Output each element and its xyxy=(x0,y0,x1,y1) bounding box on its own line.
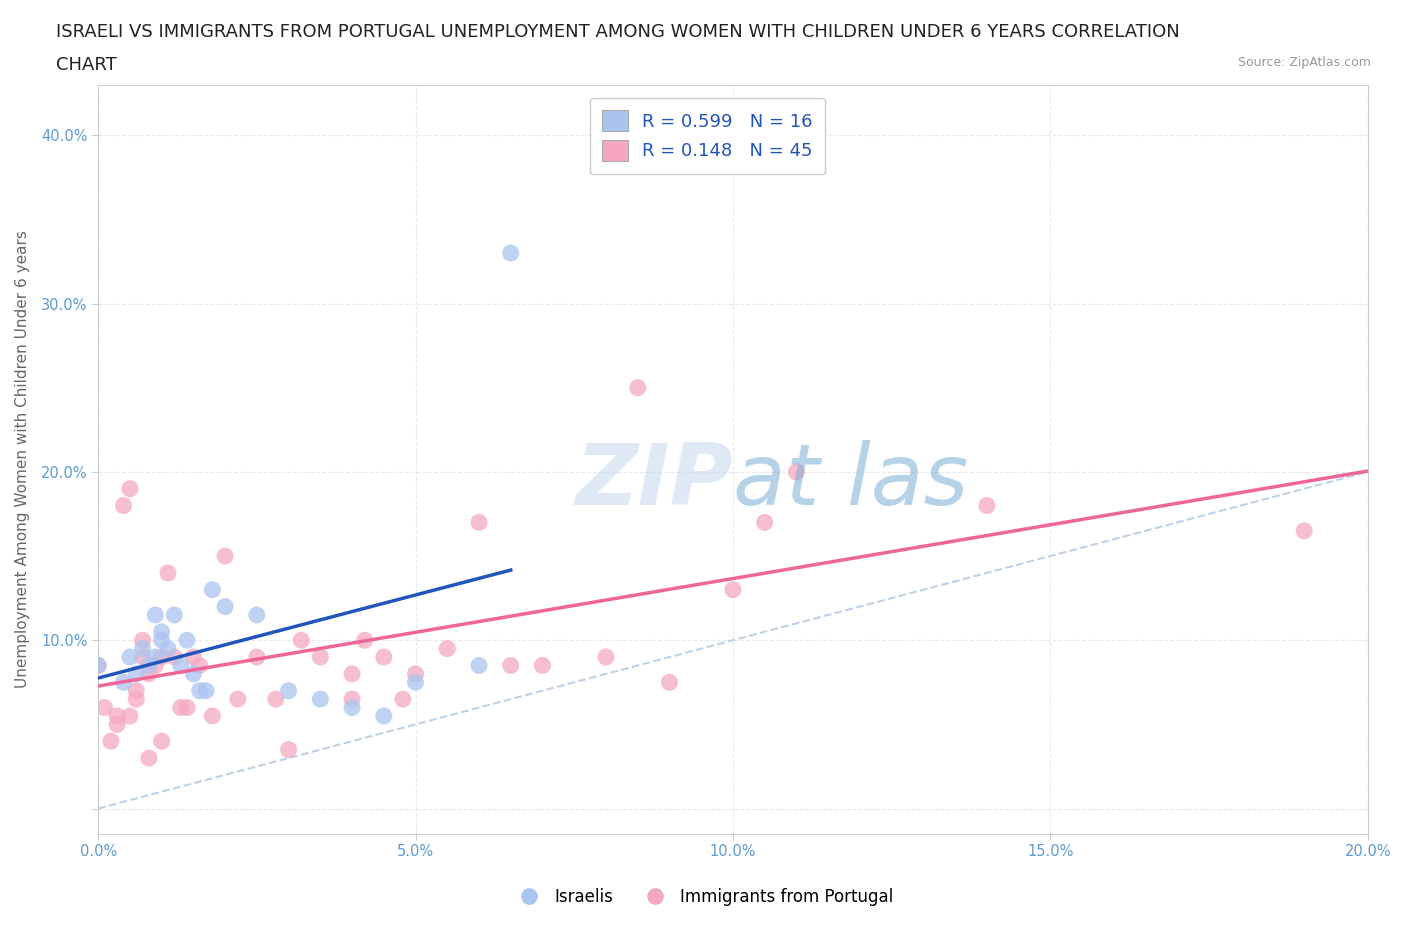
Point xyxy=(309,650,332,665)
Point xyxy=(373,709,395,724)
Point xyxy=(340,700,363,715)
Point xyxy=(340,667,363,682)
Point xyxy=(405,667,427,682)
Point xyxy=(754,515,776,530)
Point xyxy=(138,658,160,673)
Point xyxy=(112,675,135,690)
Point xyxy=(195,684,218,698)
Point xyxy=(353,632,375,647)
Point xyxy=(290,632,312,647)
Point xyxy=(105,709,128,724)
Point xyxy=(264,692,287,707)
Point xyxy=(226,692,249,707)
Point xyxy=(976,498,998,513)
Point xyxy=(658,675,681,690)
Point xyxy=(143,658,166,673)
Point xyxy=(163,607,186,622)
Point xyxy=(214,549,236,564)
Point xyxy=(188,684,211,698)
Text: ISRAELI VS IMMIGRANTS FROM PORTUGAL UNEMPLOYMENT AMONG WOMEN WITH CHILDREN UNDER: ISRAELI VS IMMIGRANTS FROM PORTUGAL UNEM… xyxy=(56,23,1180,41)
Point xyxy=(436,641,458,656)
Point xyxy=(499,658,522,673)
Text: at las: at las xyxy=(733,440,969,524)
Point xyxy=(201,709,224,724)
Point xyxy=(156,565,179,580)
Point xyxy=(201,582,224,597)
Point xyxy=(105,717,128,732)
Point xyxy=(392,692,415,707)
Point xyxy=(150,734,173,749)
Point xyxy=(143,650,166,665)
Point xyxy=(150,632,173,647)
Legend: R = 0.599   N = 16, R = 0.148   N = 45: R = 0.599 N = 16, R = 0.148 N = 45 xyxy=(589,98,825,174)
Point xyxy=(183,667,205,682)
Point xyxy=(499,246,522,260)
Point xyxy=(143,607,166,622)
Point xyxy=(309,692,332,707)
Point xyxy=(131,632,153,647)
Text: ZIP: ZIP xyxy=(575,440,733,524)
Point xyxy=(1294,524,1316,538)
Point xyxy=(627,380,650,395)
Point xyxy=(170,658,193,673)
Point xyxy=(188,658,211,673)
Text: Source: ZipAtlas.com: Source: ZipAtlas.com xyxy=(1237,56,1371,69)
Point xyxy=(468,515,491,530)
Point xyxy=(138,751,160,765)
Point xyxy=(87,658,110,673)
Point xyxy=(87,658,110,673)
Point xyxy=(138,667,160,682)
Point xyxy=(131,641,153,656)
Y-axis label: Unemployment Among Women with Children Under 6 years: Unemployment Among Women with Children U… xyxy=(15,231,30,688)
Point xyxy=(118,650,141,665)
Point xyxy=(340,692,363,707)
Point xyxy=(214,599,236,614)
Point xyxy=(176,700,198,715)
Point xyxy=(531,658,554,673)
Point xyxy=(125,667,148,682)
Point xyxy=(118,709,141,724)
Point xyxy=(150,624,173,639)
Point xyxy=(150,650,173,665)
Point xyxy=(373,650,395,665)
Point xyxy=(246,607,269,622)
Point xyxy=(131,650,153,665)
Point xyxy=(125,692,148,707)
Point xyxy=(112,498,135,513)
Point xyxy=(468,658,491,673)
Point xyxy=(785,464,807,479)
Point xyxy=(277,742,299,757)
Point xyxy=(93,700,115,715)
Point xyxy=(176,632,198,647)
Point xyxy=(170,700,193,715)
Point xyxy=(100,734,122,749)
Point xyxy=(721,582,744,597)
Point xyxy=(595,650,617,665)
Point xyxy=(118,482,141,497)
Point xyxy=(156,641,179,656)
Point xyxy=(163,650,186,665)
Point xyxy=(405,675,427,690)
Point xyxy=(246,650,269,665)
Text: CHART: CHART xyxy=(56,56,117,73)
Legend: Israelis, Immigrants from Portugal: Israelis, Immigrants from Portugal xyxy=(506,881,900,912)
Point xyxy=(277,684,299,698)
Point xyxy=(183,650,205,665)
Point xyxy=(125,684,148,698)
